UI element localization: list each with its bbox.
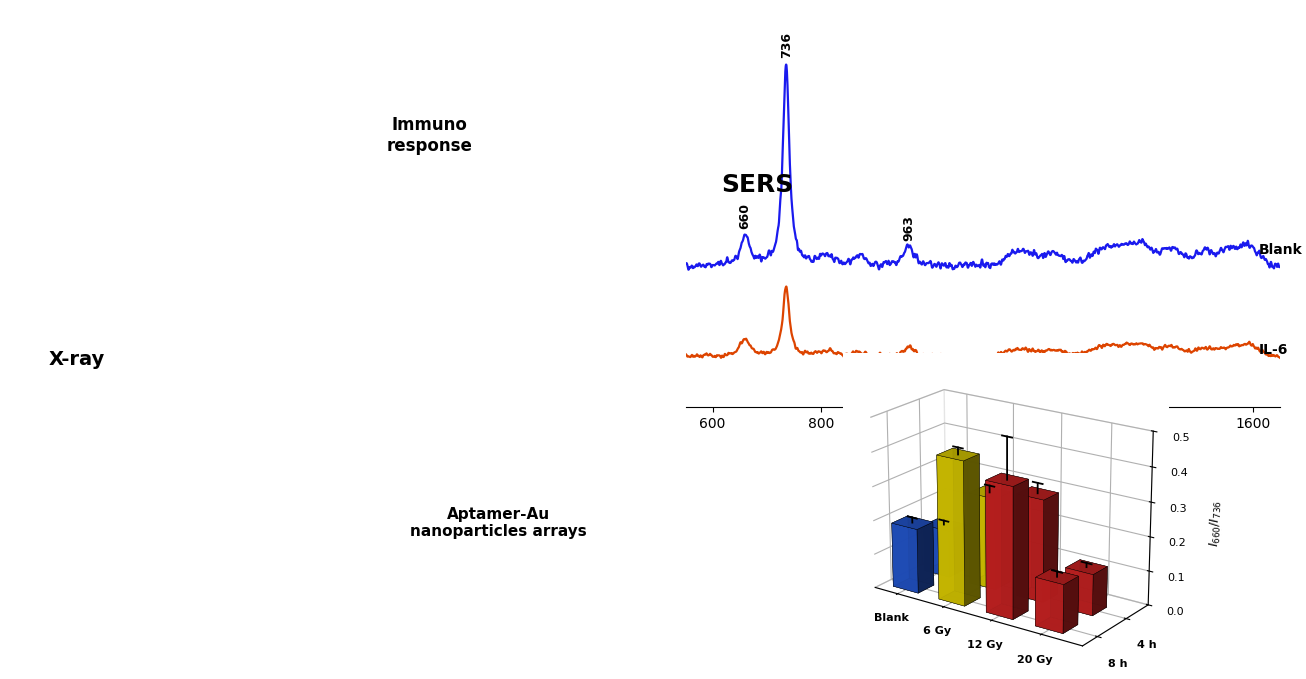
Text: X-ray: X-ray [48, 350, 104, 369]
Text: IL-6: IL-6 [1258, 343, 1288, 357]
Text: 660: 660 [739, 202, 751, 229]
Text: SERS: SERS [721, 173, 793, 197]
Text: Blank: Blank [1258, 243, 1302, 257]
Text: Aptamer-Au
nanoparticles arrays: Aptamer-Au nanoparticles arrays [410, 507, 586, 539]
X-axis label: Raman shift (cm⁻¹): Raman shift (cm⁻¹) [901, 437, 1064, 452]
Text: Immuno
response: Immuno response [387, 116, 471, 155]
Text: 963: 963 [902, 215, 916, 241]
Text: 736: 736 [780, 33, 793, 58]
